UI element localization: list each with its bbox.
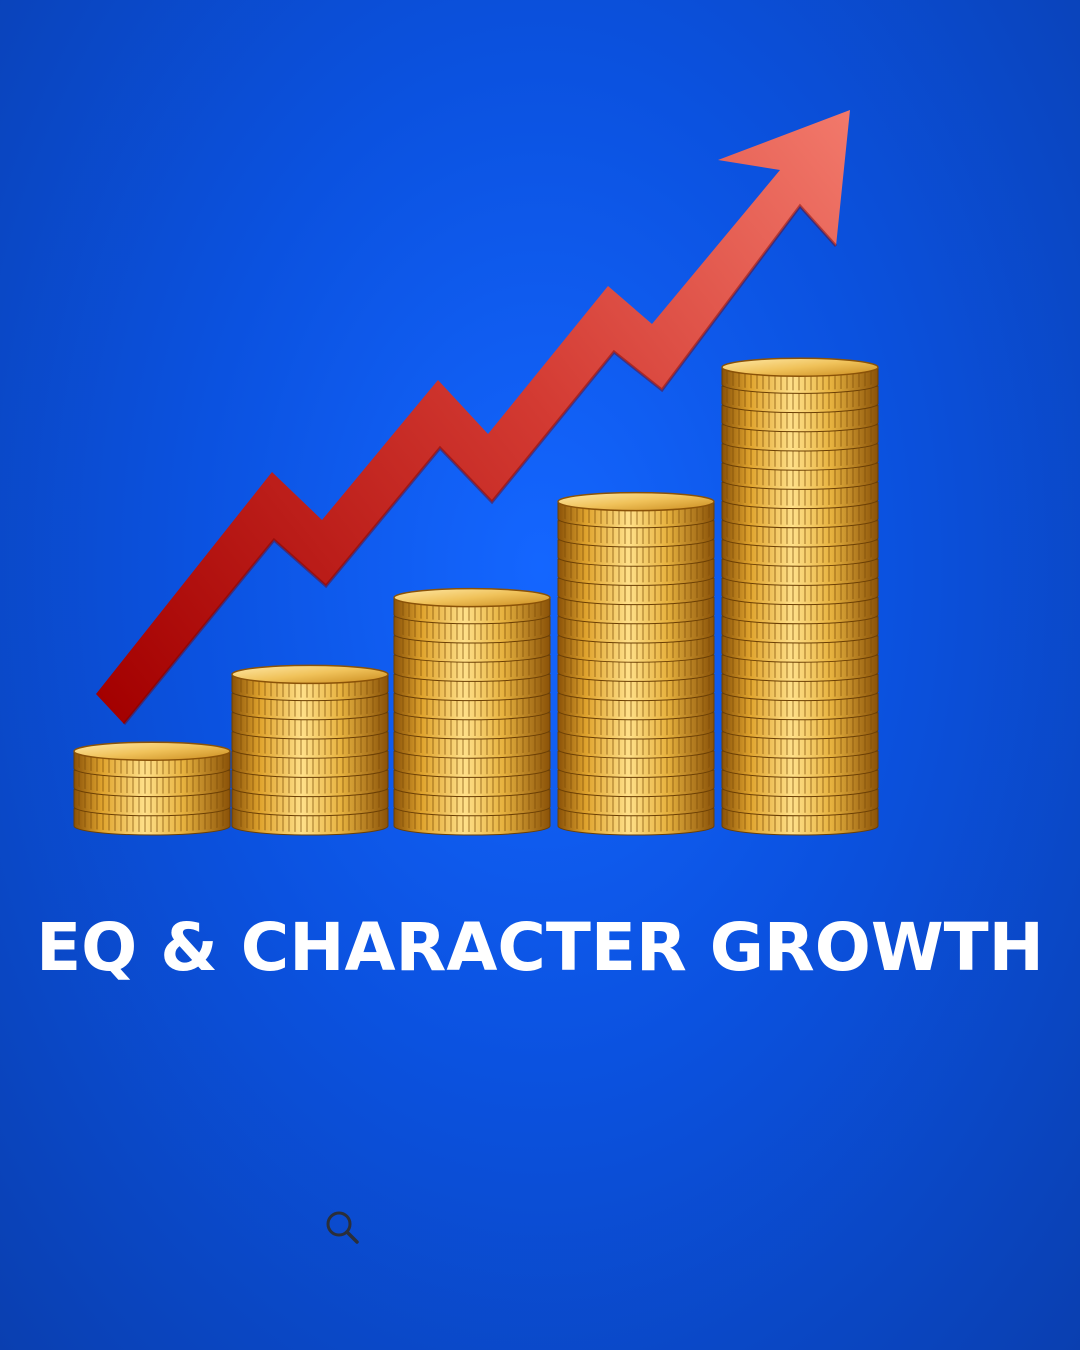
growth-arrow [96,110,850,725]
coin [231,808,389,836]
coin [721,558,879,586]
page-title: EQ & CHARACTER GROWTH [36,909,1044,986]
coin [721,462,879,490]
coin [393,731,551,759]
coin [393,654,551,682]
coin [393,616,551,644]
coin [557,616,715,644]
coin [721,577,879,606]
coin-stack-top [73,741,231,761]
coin [721,808,879,836]
coin [393,673,551,702]
coin-stacks [73,357,879,836]
coin [557,789,715,817]
coin [557,750,715,778]
coin [721,616,879,644]
coin [721,385,879,414]
coin [557,597,715,625]
coin-stack [73,741,231,836]
coin [557,654,715,682]
coin-stack-top [721,357,879,377]
coin [393,789,551,817]
coin [73,769,231,798]
coin [721,443,879,471]
coin [721,520,879,548]
coin [721,654,879,682]
coin [393,769,551,798]
coin [721,481,879,510]
coin [721,424,879,452]
coin [393,750,551,778]
coin [721,597,879,625]
coin [231,750,389,778]
coin-stack [231,664,389,836]
search-icon[interactable] [323,1208,363,1248]
coin [721,539,879,567]
coin [231,693,389,721]
coin [557,577,715,606]
coin-stack-top [231,664,389,685]
coin [231,731,389,759]
coin [557,520,715,548]
coin [721,712,879,740]
coin [721,673,879,702]
coin-stack [393,587,551,836]
coin-stack [557,491,715,836]
coin [557,673,715,702]
coin [557,712,715,740]
coin [721,635,879,663]
coin [73,808,231,836]
coin [557,693,715,721]
coin [231,769,389,798]
coin [721,769,879,798]
coin [393,635,551,663]
coin [393,693,551,721]
coin [393,712,551,740]
coin [557,539,715,567]
coin-stack-top [393,587,551,608]
coin [73,789,231,817]
coin [721,750,879,778]
coin [557,558,715,586]
coin [231,712,389,740]
coin [721,405,879,433]
coin-stack-top [557,491,715,512]
growth-illustration [73,110,879,836]
coin [721,731,879,759]
coin [231,789,389,817]
coin [557,808,715,836]
coin [721,501,879,529]
coin [721,693,879,721]
coin [557,731,715,759]
coin [557,769,715,798]
coin [393,808,551,836]
coin [557,635,715,663]
coin-stack [721,357,879,836]
coin [721,789,879,817]
